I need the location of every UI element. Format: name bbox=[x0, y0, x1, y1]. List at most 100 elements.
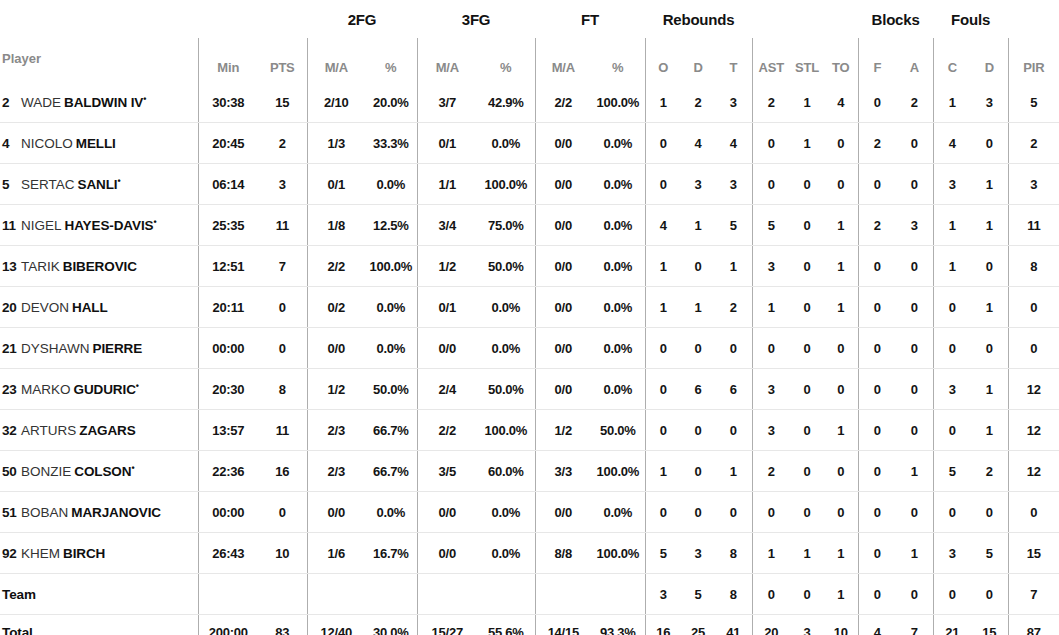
column-header-ft-pct: % bbox=[591, 38, 645, 82]
player-row[interactable]: 2WADEBALDWIN IV• 30:38 15 2/10 20.0% 3/7… bbox=[0, 82, 1059, 123]
player-row[interactable]: 11NIGELHAYES-DAVIS• 25:35 11 1/8 12.5% 3… bbox=[0, 205, 1059, 246]
stat-ft-ma: 0/0 bbox=[535, 328, 591, 369]
stat-min: 25:35 bbox=[198, 205, 258, 246]
player-row[interactable]: 5SERTACSANLI• 06:14 3 0/1 0.0% 1/1 100.0… bbox=[0, 164, 1059, 205]
stat-pts: 15 bbox=[258, 82, 307, 123]
stat-reb-t: 0 bbox=[715, 328, 752, 369]
stat-3fg-pct: 0.0% bbox=[477, 287, 535, 328]
stat-pts: 0 bbox=[258, 328, 307, 369]
stat-to: 0 bbox=[824, 328, 858, 369]
stat-foul-d: 0 bbox=[971, 492, 1008, 533]
stat-block-a: 0 bbox=[896, 246, 933, 287]
column-header-ast: AST bbox=[752, 38, 790, 82]
stat-foul-d: 1 bbox=[971, 287, 1008, 328]
player-cell: 5SERTACSANLI• bbox=[0, 164, 198, 205]
stat-foul-c: 0 bbox=[933, 410, 971, 451]
jersey-number: 92 bbox=[2, 546, 21, 561]
column-header-reb-o: O bbox=[645, 38, 681, 82]
player-row[interactable]: 50BONZIECOLSON• 22:36 16 2/3 66.7% 3/5 6… bbox=[0, 451, 1059, 492]
stat-block-a: 0 bbox=[896, 328, 933, 369]
jersey-number: 4 bbox=[2, 136, 21, 151]
stat-pir: 12 bbox=[1008, 410, 1059, 451]
group-header-spacer bbox=[198, 0, 307, 38]
group-header-blocks: Blocks bbox=[858, 0, 933, 38]
player-row[interactable]: 21DYSHAWNPIERRE 00:00 0 0/0 0.0% 0/0 0.0… bbox=[0, 328, 1059, 369]
column-header-reb-t: T bbox=[715, 38, 752, 82]
column-header-foul-c: C bbox=[933, 38, 971, 82]
stat-3fg-pct: 0.0% bbox=[477, 123, 535, 164]
total-row: Total 200:00 83 12/40 30.0% 15/27 55.6% … bbox=[0, 615, 1059, 635]
stat-block-a: 0 bbox=[896, 123, 933, 164]
stat-3fg-ma: 1/2 bbox=[417, 246, 477, 287]
column-header-to: TO bbox=[824, 38, 858, 82]
stat-reb-d: 5 bbox=[681, 574, 715, 615]
stat-block-f: 0 bbox=[858, 164, 896, 205]
player-last-name: HAYES-DAVIS bbox=[65, 218, 154, 233]
player-cell: 4NICOLOMELLI bbox=[0, 123, 198, 164]
stat-3fg-ma: 0/1 bbox=[417, 123, 477, 164]
stat-stl: 0 bbox=[790, 287, 824, 328]
stat-2fg-pct: 33.3% bbox=[365, 123, 417, 164]
player-row[interactable]: 23MARKOGUDURIC• 20:30 8 1/2 50.0% 2/4 50… bbox=[0, 369, 1059, 410]
stat-ft-ma: 2/2 bbox=[535, 82, 591, 123]
player-cell: 51BOBANMARJANOVIC bbox=[0, 492, 198, 533]
stat-ft-pct: 0.0% bbox=[591, 123, 645, 164]
stat-ft-pct: 100.0% bbox=[591, 82, 645, 123]
player-last-name: BIBEROVIC bbox=[63, 259, 137, 274]
stat-foul-d: 1 bbox=[971, 164, 1008, 205]
stat-3fg-pct: 60.0% bbox=[477, 451, 535, 492]
stat-block-a: 0 bbox=[896, 574, 933, 615]
stat-pir: 12 bbox=[1008, 369, 1059, 410]
stat-ast: 0 bbox=[752, 492, 790, 533]
stat-foul-d: 2 bbox=[971, 451, 1008, 492]
player-row[interactable]: 20DEVONHALL 20:11 0 0/2 0.0% 0/1 0.0% 0/… bbox=[0, 287, 1059, 328]
stat-3fg-pct: 0.0% bbox=[477, 492, 535, 533]
stat-stl: 0 bbox=[790, 164, 824, 205]
player-row[interactable]: 51BOBANMARJANOVIC 00:00 0 0/0 0.0% 0/0 0… bbox=[0, 492, 1059, 533]
stat-3fg-pct: 50.0% bbox=[477, 369, 535, 410]
column-header-pts: PTS bbox=[258, 38, 307, 82]
stat-reb-d: 1 bbox=[681, 205, 715, 246]
stat-reb-t: 2 bbox=[715, 287, 752, 328]
row-label: Total bbox=[2, 625, 33, 635]
stat-pir: 87 bbox=[1008, 615, 1059, 635]
stat-3fg-ma: 2/2 bbox=[417, 410, 477, 451]
stat-stl: 0 bbox=[790, 574, 824, 615]
stat-ft-ma: 3/3 bbox=[535, 451, 591, 492]
stat-stl: 1 bbox=[790, 123, 824, 164]
stat-2fg-ma bbox=[307, 574, 365, 615]
stat-reb-t: 6 bbox=[715, 369, 752, 410]
player-row[interactable]: 32ARTURSZAGARS 13:57 11 2/3 66.7% 2/2 10… bbox=[0, 410, 1059, 451]
stat-ft-pct: 0.0% bbox=[591, 369, 645, 410]
stat-block-f: 0 bbox=[858, 369, 896, 410]
stat-ft-ma: 0/0 bbox=[535, 123, 591, 164]
stat-reb-o: 0 bbox=[645, 410, 681, 451]
stat-3fg-ma: 0/0 bbox=[417, 328, 477, 369]
stat-3fg-ma: 15/27 bbox=[417, 615, 477, 635]
starter-mark-icon: • bbox=[118, 175, 121, 185]
stat-ft-ma: 0/0 bbox=[535, 164, 591, 205]
stat-2fg-pct bbox=[365, 574, 417, 615]
stat-2fg-pct: 100.0% bbox=[365, 246, 417, 287]
player-first-name: DYSHAWN bbox=[21, 341, 90, 356]
stat-stl: 0 bbox=[790, 246, 824, 287]
stat-block-a: 0 bbox=[896, 287, 933, 328]
stat-3fg-ma: 0/0 bbox=[417, 492, 477, 533]
stat-ft-ma: 8/8 bbox=[535, 533, 591, 574]
player-row[interactable]: 4NICOLOMELLI 20:45 2 1/3 33.3% 0/1 0.0% … bbox=[0, 123, 1059, 164]
stat-pir: 0 bbox=[1008, 287, 1059, 328]
stat-3fg-pct: 50.0% bbox=[477, 246, 535, 287]
stat-block-a: 2 bbox=[896, 82, 933, 123]
player-cell: Total bbox=[0, 615, 198, 635]
stat-2fg-pct: 16.7% bbox=[365, 533, 417, 574]
column-header-reb-d: D bbox=[681, 38, 715, 82]
column-header-pir: PIR bbox=[1008, 38, 1059, 82]
stat-reb-d: 6 bbox=[681, 369, 715, 410]
jersey-number: 23 bbox=[2, 382, 21, 397]
stat-foul-d: 0 bbox=[971, 246, 1008, 287]
stat-foul-c: 0 bbox=[933, 492, 971, 533]
group-header-spacer bbox=[752, 0, 858, 38]
player-row[interactable]: 13TARIKBIBEROVIC 12:51 7 2/2 100.0% 1/2 … bbox=[0, 246, 1059, 287]
player-row[interactable]: 92KHEMBIRCH 26:43 10 1/6 16.7% 0/0 0.0% … bbox=[0, 533, 1059, 574]
stat-ft-ma: 14/15 bbox=[535, 615, 591, 635]
